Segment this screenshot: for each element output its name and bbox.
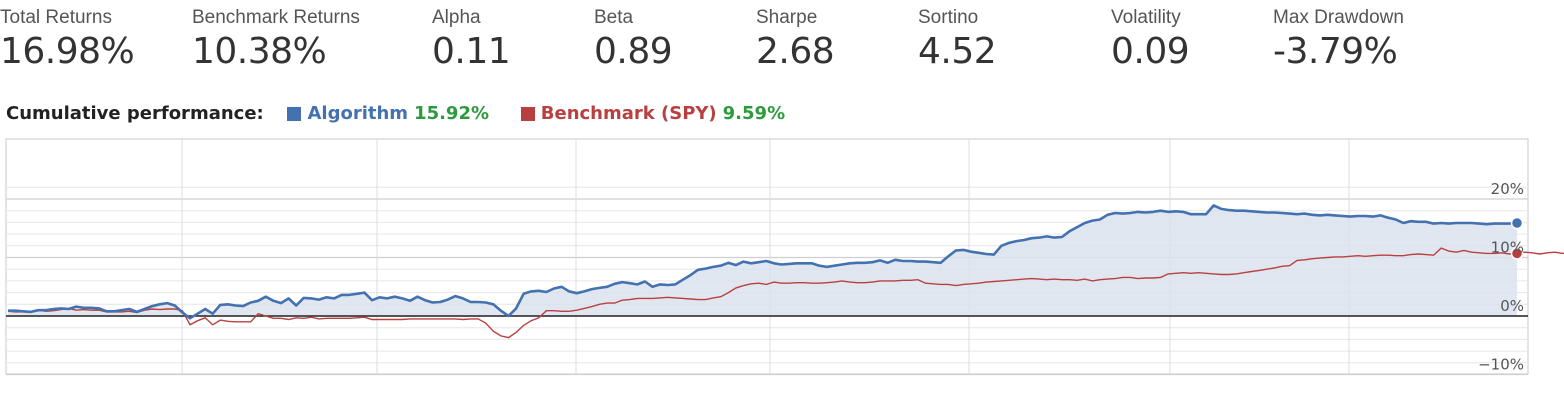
y-tick-label: −10% xyxy=(1478,356,1524,374)
metric-label: Volatility xyxy=(1111,7,1181,28)
benchmark-end-marker xyxy=(1510,247,1524,260)
cumulative-performance-chart[interactable]: 20% 10% 0% −10% xyxy=(0,130,1564,380)
metric-beta: Beta 0.89 xyxy=(594,6,673,74)
metric-label: Benchmark Returns xyxy=(192,7,360,28)
metric-alpha: Alpha 0.11 xyxy=(432,6,511,74)
metric-sharpe: Sharpe 2.68 xyxy=(756,6,835,74)
metric-value: 10.38% xyxy=(192,31,327,72)
benchmark-swatch xyxy=(520,107,535,121)
legend-series-value: 9.59% xyxy=(722,103,786,124)
metric-value: 2.68 xyxy=(756,31,835,72)
metric-value: 0.89 xyxy=(594,31,673,72)
metric-value: 0.09 xyxy=(1111,31,1190,72)
metric-label: Beta xyxy=(594,7,634,28)
legend-item-benchmark[interactable]: Benchmark (SPY) 9.59% xyxy=(520,103,811,124)
metric-label: Alpha xyxy=(432,7,481,28)
y-tick-label: 20% xyxy=(1491,180,1524,198)
metric-label: Max Drawdown xyxy=(1273,7,1404,28)
algorithm-series-line xyxy=(8,204,1518,320)
summary-statistics: Total Returns 16.98% Benchmark Returns 1… xyxy=(0,0,1564,80)
metric-value: -3.79% xyxy=(1273,31,1398,72)
metric-max-drawdown: Max Drawdown -3.79% xyxy=(1273,6,1404,74)
legend-series-name: Algorithm xyxy=(307,103,409,124)
legend-series-name: Benchmark (SPY) xyxy=(540,103,717,124)
y-tick-label: 0% xyxy=(1500,297,1524,315)
metric-benchmark-returns: Benchmark Returns 10.38% xyxy=(192,6,360,74)
algorithm-end-marker xyxy=(1510,216,1524,230)
metric-value: 0.11 xyxy=(432,31,511,72)
metric-value: 16.98% xyxy=(0,31,135,72)
legend-item-algorithm[interactable]: Algorithm 15.92% xyxy=(287,103,520,124)
chart-legend: Cumulative performance: Algorithm 15.92% … xyxy=(6,101,811,127)
metric-sortino: Sortino 4.52 xyxy=(918,6,997,74)
metric-value: 4.52 xyxy=(918,31,997,72)
metric-total-returns: Total Returns 16.98% xyxy=(0,6,135,74)
benchmark-series-line xyxy=(7,247,1564,339)
legend-series-value: 15.92% xyxy=(414,103,490,124)
legend-title: Cumulative performance: xyxy=(6,103,264,124)
metric-volatility: Volatility 0.09 xyxy=(1111,6,1190,74)
metric-label: Sortino xyxy=(918,7,979,28)
algorithm-swatch xyxy=(287,107,302,121)
y-tick-label: 10% xyxy=(1491,239,1524,257)
metric-label: Sharpe xyxy=(756,7,818,28)
metric-label: Total Returns xyxy=(0,7,112,28)
